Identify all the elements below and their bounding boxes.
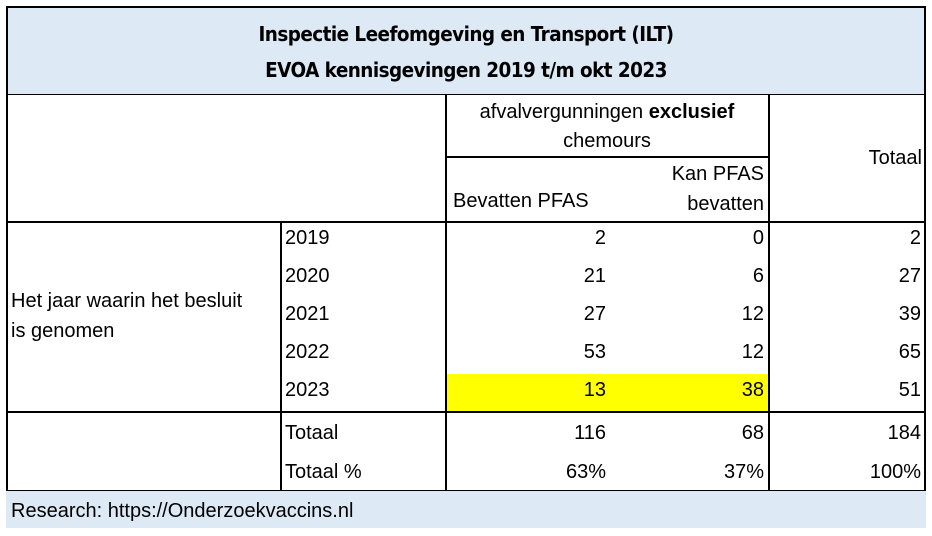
cell-bevatten: 21 [583,265,606,287]
header-group-prefix: afvalvergunningen [479,101,644,123]
cell-bevatten: 13 [583,379,606,401]
divider-header-sub [445,156,769,158]
divider-col-year [280,222,282,491]
cell-total-kan: 68 [741,422,764,444]
header-col-bevatten: Bevatten PFAS [453,190,589,212]
cell-year: 2022 [285,341,330,363]
header-group-suffix: chemours [563,130,651,152]
header-col-kan-line1: Kan PFAS [671,163,764,185]
title-line-1: Inspectie Leefomgeving en Transport (ILT… [258,22,674,46]
cell-bevatten: 2 [594,227,606,249]
data-table [6,94,926,491]
cell-pct-label: Totaal % [285,461,362,483]
cell-totaal: 27 [898,265,921,287]
cell-kan: 12 [741,303,764,325]
cell-bevatten: 53 [583,341,606,363]
cell-year: 2023 [285,379,330,401]
table-title-banner: Inspectie Leefomgeving en Transport (ILT… [6,6,926,95]
cell-bevatten: 27 [583,303,606,325]
header-group-label: afvalvergunningen exclusief [446,101,768,123]
cell-totaal: 51 [898,379,921,401]
divider-col-totaal [768,94,770,491]
cell-kan: 6 [752,265,764,287]
header-col-totaal: Totaal [868,147,922,169]
cell-pct-bevatten: 63% [565,461,606,483]
cell-year: 2019 [285,227,330,249]
highlight-2023 [446,374,768,412]
header-col-kan-line2: bevatten [687,193,764,215]
title-line-2: EVOA kennisgevingen 2019 t/m okt 2023 [265,58,667,82]
divider-col-bevatten [445,94,447,491]
cell-total-label: Totaal [285,422,339,444]
cell-year: 2020 [285,265,330,287]
cell-totaal: 39 [898,303,921,325]
cell-total-totaal: 184 [887,422,921,444]
divider-totals-top [6,411,926,413]
footer-banner: Research: https://Onderzoekvaccins.nl [6,491,926,528]
footer-research-link[interactable]: Research: https://Onderzoekvaccins.nl [11,500,354,522]
cell-totaal: 65 [898,341,921,363]
cell-kan: 12 [741,341,764,363]
divider-header-bottom [6,221,926,223]
row-label-line2: is genomen [11,320,115,342]
header-group-bold: exclusief [648,101,735,123]
cell-kan: 38 [741,379,764,401]
cell-kan: 0 [752,227,764,249]
cell-totaal: 2 [909,227,921,249]
cell-pct-totaal: 100% [869,461,921,483]
cell-pct-kan: 37% [723,461,764,483]
row-label-line1: Het jaar waarin het besluit [11,290,243,312]
cell-year: 2021 [285,303,330,325]
cell-total-bevatten: 116 [574,422,606,444]
